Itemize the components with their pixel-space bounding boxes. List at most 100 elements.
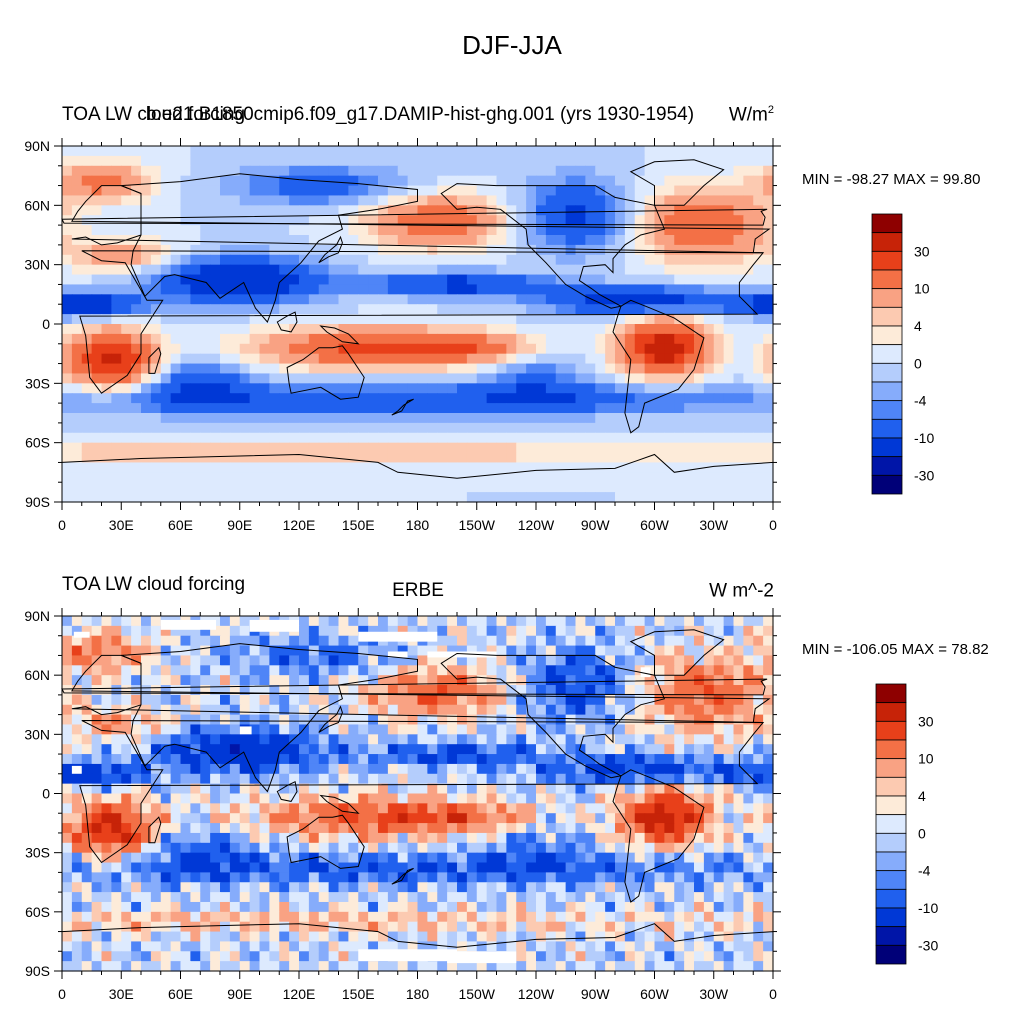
field-cell xyxy=(654,274,665,286)
field-cell xyxy=(427,343,438,355)
field-cell xyxy=(615,685,626,696)
field-cell xyxy=(121,264,132,276)
field-cell xyxy=(486,244,498,256)
field-cell xyxy=(496,773,507,785)
field-cell xyxy=(397,842,409,854)
field-cell xyxy=(91,422,103,434)
field-cell xyxy=(615,343,626,355)
field-cell xyxy=(615,333,626,345)
field-cell xyxy=(644,472,656,483)
field-cell xyxy=(743,813,754,824)
field-cell xyxy=(141,244,152,256)
field-cell xyxy=(220,901,231,913)
field-cell xyxy=(81,724,93,735)
field-cell xyxy=(486,882,498,893)
field-cell xyxy=(624,635,636,647)
field-cell xyxy=(743,146,754,157)
field-cell xyxy=(526,823,537,834)
field-cell xyxy=(210,842,221,854)
field-cell xyxy=(190,714,201,726)
field-cell xyxy=(160,324,172,335)
field-cell xyxy=(417,403,428,414)
field-cell xyxy=(81,175,93,187)
field-cell xyxy=(111,724,122,735)
field-cell xyxy=(615,862,626,873)
field-cell xyxy=(338,383,349,394)
field-cell xyxy=(496,215,507,226)
field-cell xyxy=(674,254,685,266)
field-cell xyxy=(358,714,369,726)
field-cell xyxy=(220,744,231,755)
field-cell xyxy=(703,823,715,834)
field-cell xyxy=(368,195,379,206)
field-cell xyxy=(516,754,527,765)
field-cell xyxy=(664,373,675,384)
field-cell xyxy=(496,235,507,246)
field-cell xyxy=(407,324,419,335)
x-tick-label: 30W xyxy=(699,517,729,533)
field-cell xyxy=(101,734,112,745)
field-cell xyxy=(595,823,606,834)
field-cell xyxy=(713,205,725,216)
field-cell xyxy=(615,393,626,404)
field-cell xyxy=(160,383,172,394)
field-cell xyxy=(506,254,517,266)
field-cell xyxy=(289,215,300,226)
field-cell xyxy=(496,452,507,464)
field-cell xyxy=(299,665,310,676)
field-cell xyxy=(160,304,172,315)
field-cell xyxy=(249,665,261,676)
field-cell xyxy=(190,353,201,365)
field-cell xyxy=(545,195,557,206)
field-cell xyxy=(595,852,606,864)
field-cell xyxy=(654,284,665,295)
field-cell xyxy=(279,754,290,765)
field-cell xyxy=(703,482,715,493)
field-cell xyxy=(299,462,310,473)
field-cell xyxy=(605,452,616,464)
field-cell xyxy=(121,413,132,424)
field-cell xyxy=(575,832,586,844)
field-cell xyxy=(595,892,606,903)
field-cell xyxy=(259,462,270,473)
field-cell xyxy=(338,235,349,246)
field-cell xyxy=(654,872,665,883)
field-cell xyxy=(220,655,231,666)
field-cell xyxy=(338,462,349,473)
field-cell xyxy=(407,645,419,657)
field-cell xyxy=(328,645,340,657)
field-cell xyxy=(674,492,685,503)
field-cell xyxy=(595,616,606,627)
field-cell xyxy=(447,413,458,424)
field-cell xyxy=(150,205,162,216)
field-cell xyxy=(654,373,665,384)
field-cell xyxy=(259,274,270,286)
field-cell xyxy=(180,655,191,666)
field-cell xyxy=(634,353,646,365)
field-cell xyxy=(368,284,379,295)
field-cell xyxy=(664,195,675,206)
field-cell xyxy=(338,793,349,804)
field-cell xyxy=(200,324,211,335)
field-cell xyxy=(229,862,241,873)
field-cell xyxy=(249,155,261,167)
field-cell xyxy=(91,744,103,755)
field-cell xyxy=(457,403,468,414)
field-cell xyxy=(387,714,399,726)
field-cell xyxy=(387,862,399,873)
field-cell xyxy=(733,482,744,493)
field-cell xyxy=(743,892,754,903)
field-cell xyxy=(318,842,330,854)
field-cell xyxy=(348,882,359,893)
field-cell xyxy=(723,155,735,167)
field-cell xyxy=(170,235,182,246)
field-cell xyxy=(368,314,379,325)
field-cell xyxy=(259,734,270,745)
field-cell xyxy=(239,492,251,503)
field-cell xyxy=(239,616,251,627)
field-cell xyxy=(200,744,211,755)
field-cell xyxy=(733,225,744,236)
field-cell xyxy=(437,284,448,295)
field-cell xyxy=(516,832,527,844)
field-cell xyxy=(62,482,73,493)
